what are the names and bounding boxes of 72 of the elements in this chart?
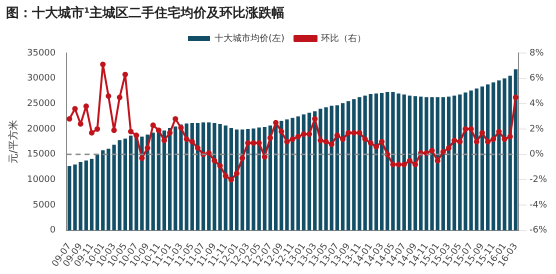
bar: [492, 82, 496, 230]
bar: [96, 154, 100, 230]
bar: [374, 94, 378, 230]
y-axis-title: 元/平方米: [8, 120, 20, 164]
bar: [386, 92, 390, 230]
y-tick-label: 15000: [26, 150, 56, 160]
bar: [296, 116, 300, 230]
bar: [330, 106, 334, 230]
bar: [452, 96, 456, 230]
y-tick-label: 5000: [32, 200, 56, 210]
bar: [363, 96, 367, 230]
y2-tick-label: -6%: [529, 226, 548, 236]
bar: [302, 114, 306, 230]
bar: [368, 94, 372, 230]
y-tick-label: 25000: [26, 99, 56, 110]
bar: [413, 96, 418, 230]
bar: [430, 97, 434, 230]
y2-tick-label: -4%: [529, 200, 548, 210]
bar: [234, 130, 239, 230]
bar: [90, 158, 94, 230]
chart-title: 图：十大城市¹主城区二手住宅均价及环比涨跌幅: [5, 4, 286, 23]
y2-tick-label: 4%: [529, 99, 544, 110]
y-tick-label: 10000: [26, 175, 56, 186]
bar: [441, 97, 445, 230]
bar: [474, 88, 478, 230]
bar: [68, 166, 72, 230]
bar: [207, 122, 211, 230]
bar: [229, 128, 234, 230]
bar: [201, 122, 206, 230]
bar: [446, 96, 451, 230]
bar: [190, 122, 194, 230]
bar: [196, 122, 200, 230]
bar: [78, 162, 82, 230]
bar: [224, 125, 228, 230]
y-tick-label: 20000: [26, 124, 56, 134]
bar: [419, 96, 423, 230]
legend-label: 十大城市均价(左): [214, 32, 285, 44]
y2-tick-label: 6%: [529, 74, 544, 84]
y-tick-label: 30000: [26, 74, 56, 84]
bar: [486, 84, 490, 230]
bar: [307, 112, 312, 230]
bar: [73, 164, 77, 230]
bar: [252, 128, 256, 230]
bar: [340, 103, 345, 230]
y-tick-label: 0: [50, 226, 56, 236]
bar: [151, 132, 155, 230]
bar: [101, 150, 105, 230]
y2-tick-label: 0%: [529, 150, 544, 160]
bar: [335, 105, 339, 230]
bar: [84, 160, 88, 230]
y-tick-label: 35000: [26, 48, 56, 58]
bar: [480, 86, 484, 230]
bar: [346, 101, 350, 230]
y2-tick-label: -2%: [529, 175, 548, 186]
bar: [380, 93, 384, 230]
bar: [408, 96, 412, 230]
bar: [352, 99, 356, 230]
bar: [458, 94, 462, 230]
y2-tick-label: 2%: [529, 124, 544, 134]
bar: [402, 94, 406, 230]
bar: [424, 97, 428, 230]
legend-label: 环比（右）: [321, 32, 366, 44]
bar: [514, 69, 518, 230]
bar: [118, 140, 122, 230]
bar: [179, 124, 183, 230]
bar: [280, 120, 284, 230]
bar: [123, 138, 128, 230]
y2-tick-label: 8%: [529, 48, 544, 58]
bar: [162, 130, 166, 230]
bar: [174, 126, 178, 230]
bar: [358, 97, 362, 230]
bar: [436, 97, 440, 230]
